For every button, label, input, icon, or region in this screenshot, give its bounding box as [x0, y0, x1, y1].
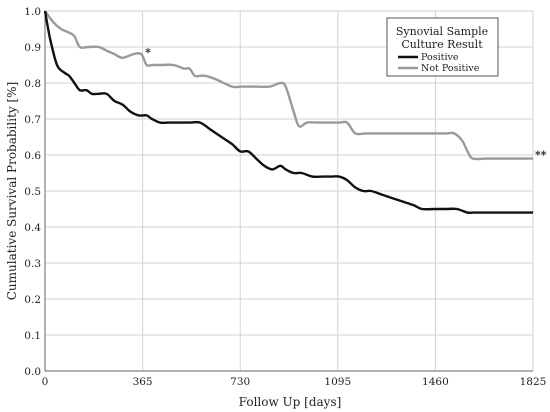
y-tick-label: 0.4: [24, 222, 41, 234]
y-tick-label: 0.5: [24, 186, 41, 198]
significance-annotation: **: [535, 149, 547, 162]
y-axis-label: Cumulative Survival Probability [%]: [5, 82, 19, 301]
legend-title-line-1: Synovial Sample: [396, 25, 488, 38]
y-tick-label: 0.1: [24, 330, 41, 342]
y-tick-label: 0.6: [24, 150, 41, 162]
y-tick-label: 0.9: [24, 42, 41, 54]
x-tick-label: 1825: [520, 376, 547, 388]
x-axis-label: Follow Up [days]: [239, 395, 342, 409]
y-tick-label: 0.8: [24, 78, 41, 90]
series-line-not-positive: [44, 10, 533, 161]
x-tick-label: 365: [133, 376, 153, 388]
legend-box: [386, 17, 499, 77]
legend-label-not-positive: Not Positive: [421, 63, 480, 74]
x-tick-label: 1095: [324, 376, 351, 388]
x-tick-label: 1460: [422, 376, 449, 388]
x-tick-label: 730: [230, 376, 250, 388]
legend: Synovial Sample Culture Result Positive …: [386, 17, 499, 77]
y-tick-label: 0.3: [24, 258, 41, 270]
y-tick-label: 0.7: [24, 114, 41, 126]
annotations: ***: [145, 46, 547, 162]
tick-labels: 0.0 0.1 0.2 0.3 0.4 0.5 0.6 0.7 0.8 0.9 1.0 0 365 730…: [24, 6, 546, 388]
significance-annotation: *: [145, 46, 151, 59]
legend-title-line-2: Culture Result: [401, 38, 483, 51]
legend-label-positive: Positive: [421, 52, 459, 63]
series-line-positive: [43, 10, 533, 215]
y-tick-label: 1.0: [24, 6, 41, 18]
x-tick-label: 0: [42, 376, 49, 388]
y-tick-label: 0.0: [24, 366, 41, 378]
y-tick-label: 0.2: [24, 294, 41, 306]
series-lines: [43, 10, 533, 215]
